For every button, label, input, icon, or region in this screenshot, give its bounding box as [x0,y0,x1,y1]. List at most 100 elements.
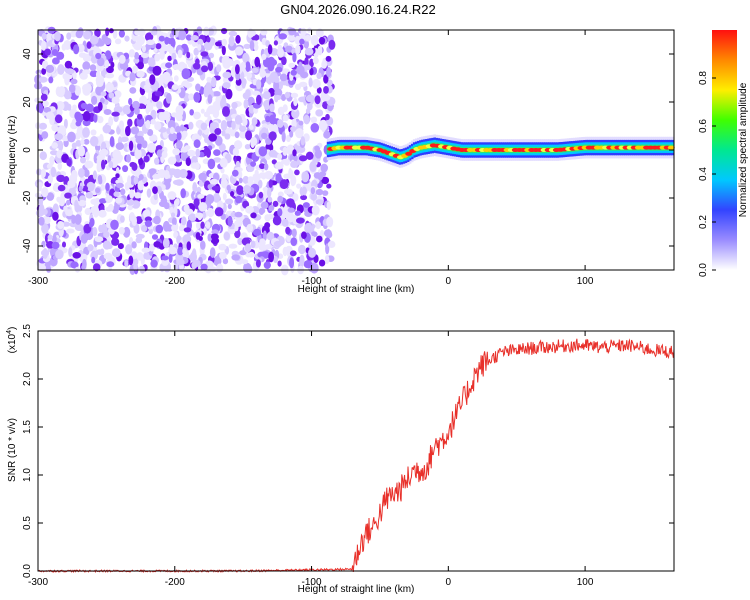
spectrogram-noise-cell [251,117,258,126]
spectrogram-noise-cell [287,78,296,86]
spectrogram-noise-cell [183,82,193,88]
spectrogram-noise-cell [231,101,238,109]
spectrogram-noise-cell [226,184,231,191]
spectrogram-noise-cell [152,186,158,195]
spectrogram-noise-cell [303,64,312,71]
spectrogram-noise-cell [200,221,205,229]
colorbar: 0.0 0.2 0.4 0.6 0.8 Normalized spectral ampl… [698,30,749,277]
spectrogram-noise-cell [54,114,63,124]
spectrogram-noise-cell [222,106,230,117]
spectrogram-noise-cell [323,74,329,84]
spectrogram-noise-cell [262,57,272,68]
spectrogram-noise-cell [234,224,239,232]
spectrogram-noise-cell [258,146,268,157]
spectrogram-noise-cell [315,109,324,117]
spectrogram-noise-cell [38,76,48,83]
spectrogram-noise-cell [173,75,179,82]
spectrogram-noise-cell [135,216,143,225]
spectrogram-noise-cell [312,57,319,65]
x-tick-label: -300 [28,276,48,287]
spectrogram-noise-cell [172,179,182,185]
spectrogram-noise-cell [129,189,135,199]
spectrogram-noise-cell [197,38,204,46]
spectrogram-noise-cell [101,159,106,170]
spectrogram-noise-cell [72,104,77,110]
spectrogram-noise-cell [221,27,228,35]
spectrogram-noise-cell [279,73,288,82]
spectrogram-noise-cell [67,131,76,143]
spectrogram-noise-cell [191,190,196,201]
spectrogram-noise-cell [234,46,244,56]
spectrogram-noise-cell [64,60,73,69]
spectrogram-noise-cell [261,53,267,61]
snr-panel: -300 -200 -100 0 100 0.0 0.5 1.0 1.5 2.0 2.5 Heig… [6,324,675,595]
spectrogram-noise-cell [51,142,58,149]
spectrogram-noise-cell [43,107,51,113]
spectrogram-noise-cell [235,34,241,44]
spectrogram-noise-cell [137,142,142,150]
spectrogram-noise-cell [259,207,264,215]
spectrogram-noise-cell [275,173,282,184]
spectrogram-noise-cell [266,214,275,220]
spectrogram-noise-cell [265,115,271,123]
spectrogram-noise-cell [207,158,216,170]
spectrogram-noise-cell [80,139,85,145]
spectrogram-noise-cell [303,260,313,269]
spectrogram-noise-cell [113,90,122,99]
spectrogram-noise-cell [89,136,99,147]
spectrogram-noise-cell [286,198,295,208]
spectrogram-noise-cell [188,93,195,101]
snr-x-label: Height of straight line (km) [298,584,415,595]
spectrogram-noise-cell [120,136,129,143]
spectrogram-noise-cell [64,192,72,199]
spectrogram-noise-cell [135,135,145,144]
spectrogram-noise-cell [310,231,318,238]
spectrogram-noise-cell [51,49,59,56]
spectrogram-noise-cell [101,141,107,151]
spectrogram-noise-cell [180,188,186,199]
spectrogram-noise-cell [319,230,325,238]
spectrogram-noise-cell [216,263,224,273]
spectrogram-noise-cell [148,168,157,175]
spectrogram-noise-cell [141,224,148,233]
spectrogram-noise-cell [300,136,306,146]
spectrogram-noise-cell [230,191,235,197]
spectrogram-noise-cell [58,196,66,207]
spectrogram-noise-cell [131,215,137,226]
spectrogram-noise-cell [309,262,319,274]
spectrogram-noise-cell [90,198,99,205]
svg-text:(x104): (x104) [6,327,18,354]
spectrogram-noise-cell [309,58,314,68]
spectrogram-noise-cell [304,47,314,56]
spectrogram-noise-cell [99,198,107,204]
spectrogram-noise-cell [167,55,172,62]
spectrogram-noise-cell [169,126,175,134]
spectrogram-noise-cell [115,142,125,150]
spectrogram-noise-cell [250,161,257,167]
spectrogram-noise-cell [119,62,129,70]
spectrogram-noise-cell [281,131,286,143]
spectrogram-noise-cell [122,165,129,173]
spectrogram-noise-cell [301,231,307,239]
spectrogram-y-label: Frequency (Hz) [7,116,18,185]
spectrogram-noise-cell [273,76,280,83]
spectrogram-noise-cell [52,235,57,243]
spectrogram-noise-cell [90,129,97,136]
spectrogram-noise-cell [154,121,162,131]
spectrogram-noise-cell [298,61,303,70]
spectrogram-noise-cell [274,94,282,101]
spectrogram-noise-cell [167,156,177,165]
spectrogram-noise-cell [281,68,290,74]
spectrogram-noise-cell [196,26,203,35]
spectrogram-noise-cell [41,32,47,40]
spectrogram-noise-cell [236,185,244,196]
spectrogram-noise-cell [219,157,228,168]
spectrogram-noise-cell [122,104,132,115]
spectrogram-noise-cell [128,97,133,106]
spectrogram-noise-cell [82,119,91,127]
spectrogram-noise-cell [102,124,112,134]
spectrogram-noise-cell [195,148,201,158]
spectrogram-noise-cell [243,43,251,50]
spectrogram-noise-cell [172,64,181,70]
x-tick-label: -200 [165,276,185,287]
